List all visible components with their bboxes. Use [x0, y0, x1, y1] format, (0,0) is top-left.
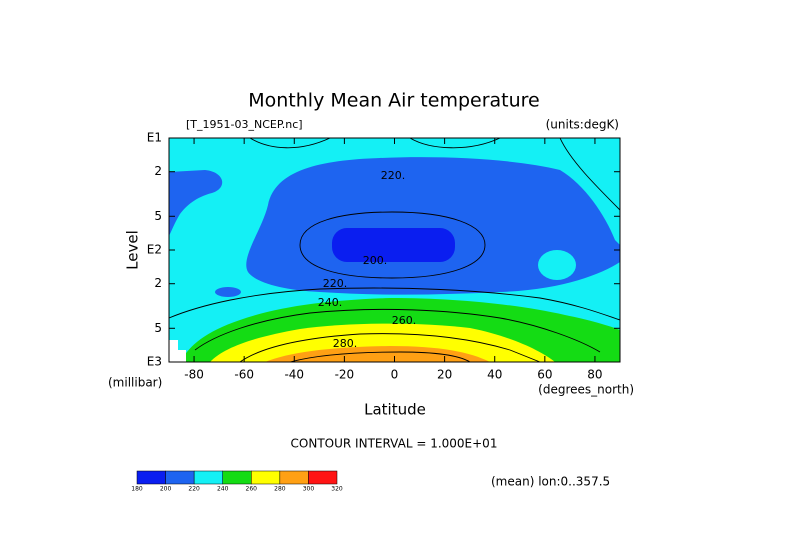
- contour-line: [559, 138, 620, 211]
- plot-area: [169, 138, 620, 362]
- colorbar-box: [279, 470, 309, 485]
- colorbar-box: [251, 470, 281, 485]
- contour-label: 260.: [392, 314, 417, 327]
- missing-data: [169, 340, 186, 362]
- y-tick-label: E2: [147, 243, 162, 257]
- contour-label: 280.: [333, 337, 358, 350]
- colorbar-box: [308, 470, 338, 485]
- contour-fill: [210, 323, 555, 362]
- x-tick-label: -80: [184, 368, 204, 382]
- contour-line: [409, 138, 501, 149]
- x-tick-label: -60: [234, 368, 254, 382]
- y-units: (millibar): [108, 376, 162, 390]
- x-axis-label: Latitude: [364, 401, 426, 419]
- y-tick-label: E3: [147, 355, 162, 369]
- y-tick-label: 2: [154, 164, 162, 178]
- contour-line: [239, 333, 541, 362]
- contour-fill: [169, 170, 223, 236]
- colorbar-label: 260: [246, 486, 258, 493]
- colorbar-label: 320: [331, 486, 343, 493]
- contour-line: [289, 351, 471, 362]
- x-tick-label: 40: [487, 368, 502, 382]
- contour-fill: [538, 250, 576, 280]
- contour-label: 220.: [381, 169, 406, 182]
- y-axis-label: Level: [124, 230, 142, 270]
- colorbar-label: 200: [160, 486, 172, 493]
- contour-fill: [215, 287, 241, 297]
- contour-label: 220.: [323, 277, 348, 290]
- x-tick-label: -20: [335, 368, 355, 382]
- x-tick-label: 0: [391, 368, 399, 382]
- y-tick-label: E1: [147, 131, 162, 145]
- contour-line: [249, 138, 331, 149]
- colorbar-label: 220: [188, 486, 200, 493]
- colorbar-label: 280: [274, 486, 286, 493]
- x-units: (degrees_north): [538, 383, 634, 397]
- contour-label: 240.: [318, 296, 343, 309]
- colorbar-box: [136, 470, 166, 485]
- colorbar-box: [165, 470, 195, 485]
- units-note: (units:degK): [546, 118, 619, 132]
- colorbar-box: [193, 470, 223, 485]
- x-tick-label: 20: [437, 368, 452, 382]
- y-tick-label: 5: [154, 321, 162, 335]
- x-tick-label: -40: [284, 368, 304, 382]
- contour-line: [299, 211, 486, 279]
- colorbar-label: 180: [131, 486, 143, 493]
- y-tick-label: 2: [154, 276, 162, 290]
- chart-title: Monthly Mean Air temperature: [248, 90, 539, 112]
- x-tick-label: 60: [537, 368, 552, 382]
- contour-fill: [332, 228, 455, 262]
- x-tick-label: 80: [587, 368, 602, 382]
- colorbar-box: [222, 470, 252, 485]
- contour-fill: [265, 346, 490, 362]
- contour-line: [194, 308, 601, 353]
- contour-interval: CONTOUR INTERVAL = 1.000E+01: [291, 437, 498, 451]
- y-tick-label: 5: [154, 209, 162, 223]
- contour-fill: [246, 157, 620, 295]
- subtitle: [T_1951-03_NCEP.nc]: [186, 118, 303, 131]
- footnote: (mean) lon:0..357.5: [491, 475, 610, 489]
- contour-label: 200.: [363, 254, 388, 267]
- colorbar-label: 240: [217, 486, 229, 493]
- colorbar-label: 300: [303, 486, 315, 493]
- contour-line: [169, 287, 620, 321]
